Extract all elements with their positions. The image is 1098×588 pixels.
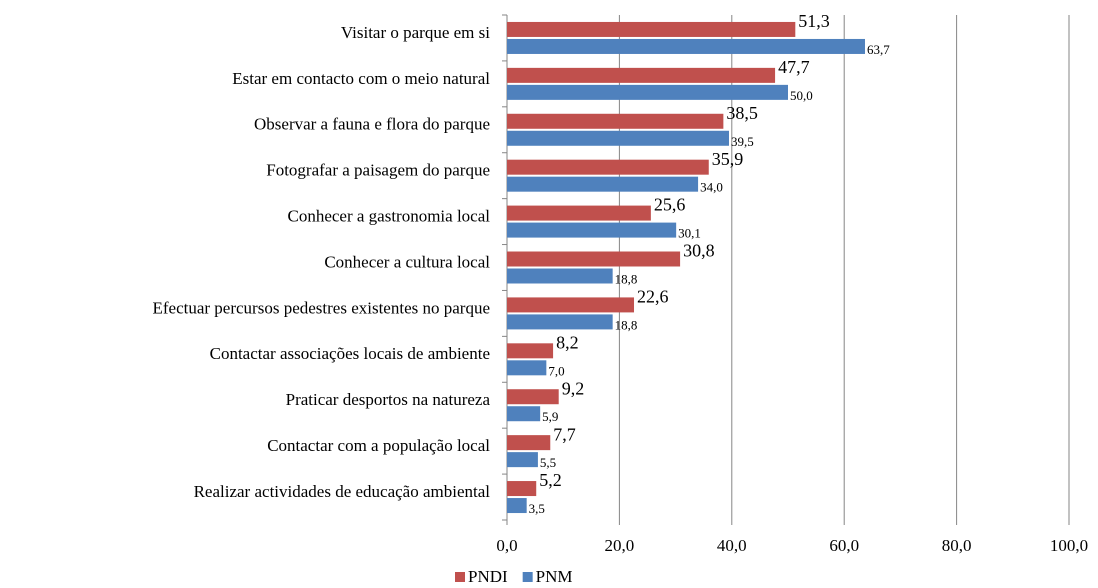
bar (507, 498, 527, 514)
bar (507, 360, 547, 376)
x-tick-label: 20,0 (605, 536, 635, 555)
value-label: 22,6 (637, 287, 669, 307)
value-label: 8,2 (556, 332, 579, 352)
value-label: 63,7 (867, 42, 890, 57)
legend-swatch (455, 572, 465, 582)
value-label: 5,9 (542, 409, 558, 424)
value-label: 18,8 (615, 317, 638, 332)
value-label: 34,0 (700, 180, 723, 195)
value-label: 9,2 (562, 378, 585, 398)
bar (507, 159, 709, 175)
bar (507, 297, 635, 313)
value-label: 35,9 (712, 149, 744, 169)
value-label: 5,5 (540, 455, 556, 470)
x-tick-label: 100,0 (1050, 536, 1088, 555)
bar (507, 435, 551, 451)
bar (507, 205, 651, 221)
x-tick-label: 80,0 (942, 536, 972, 555)
value-label: 51,3 (798, 11, 830, 31)
bar (507, 130, 729, 146)
category-label: Praticar desportos na natureza (286, 390, 491, 409)
value-label: 18,8 (615, 271, 638, 286)
x-tick-label: 40,0 (717, 536, 747, 555)
value-label: 30,1 (678, 226, 701, 241)
category-label: Contactar com a população local (267, 436, 490, 455)
bar (507, 452, 538, 468)
category-label: Fotografar a paisagem do parque (266, 161, 490, 180)
bar (507, 21, 796, 37)
x-tick-label: 60,0 (829, 536, 859, 555)
legend-label: PNDI (468, 567, 508, 586)
category-label: Conhecer a gastronomia local (287, 206, 490, 225)
category-label: Conhecer a cultura local (324, 252, 490, 271)
legend-swatch (522, 572, 533, 582)
bar (507, 222, 677, 238)
x-tick-label: 0,0 (496, 536, 517, 555)
value-label: 39,5 (731, 134, 754, 149)
value-label: 50,0 (790, 88, 813, 103)
value-label: 5,2 (539, 470, 562, 490)
value-label: 7,0 (548, 363, 564, 378)
value-label: 38,5 (726, 103, 758, 123)
bar (507, 113, 724, 129)
bar (507, 389, 559, 405)
bar (507, 38, 865, 54)
bar (507, 67, 776, 83)
bar (507, 84, 788, 100)
value-label: 30,8 (683, 241, 715, 261)
category-label: Visitar o parque em si (341, 23, 490, 42)
bar (507, 314, 613, 330)
category-label: Estar em contacto com o meio natural (232, 69, 490, 88)
category-label: Contactar associações locais de ambiente (210, 344, 490, 363)
category-label: Observar a fauna e flora do parque (254, 115, 490, 134)
bar (507, 406, 541, 422)
bar (507, 481, 537, 497)
value-label: 3,5 (529, 501, 545, 516)
value-label: 25,6 (654, 195, 686, 215)
category-label: Realizar actividades de educação ambient… (194, 482, 491, 501)
value-label: 7,7 (553, 424, 576, 444)
bar (507, 251, 681, 267)
category-label: Efectuar percursos pedestres existentes … (152, 298, 490, 317)
value-label: 47,7 (778, 57, 810, 77)
bar (507, 343, 554, 359)
bar (507, 176, 699, 192)
legend-label: PNM (536, 567, 573, 586)
bar (507, 268, 613, 284)
